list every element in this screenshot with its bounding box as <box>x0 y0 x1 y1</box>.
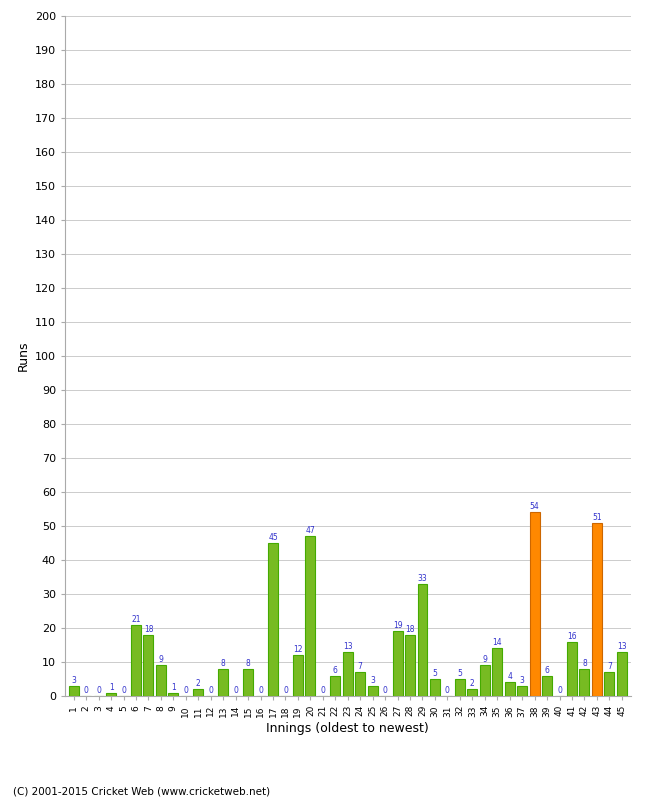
Text: 6: 6 <box>545 666 549 674</box>
Bar <box>144 635 153 696</box>
Bar <box>131 625 141 696</box>
Bar <box>218 669 228 696</box>
Text: 19: 19 <box>393 622 402 630</box>
Text: 21: 21 <box>131 614 141 623</box>
Text: 3: 3 <box>72 676 76 685</box>
Text: 6: 6 <box>333 666 338 674</box>
Text: 13: 13 <box>343 642 352 650</box>
Text: (C) 2001-2015 Cricket Web (www.cricketweb.net): (C) 2001-2015 Cricket Web (www.cricketwe… <box>13 786 270 796</box>
Bar <box>530 512 540 696</box>
Bar <box>193 689 203 696</box>
Bar <box>168 693 178 696</box>
Text: 1: 1 <box>109 682 114 691</box>
Bar <box>579 669 590 696</box>
Text: 0: 0 <box>258 686 263 695</box>
Bar <box>330 675 341 696</box>
Text: 0: 0 <box>383 686 387 695</box>
Text: 0: 0 <box>320 686 325 695</box>
Text: 1: 1 <box>171 682 176 691</box>
Text: 3: 3 <box>520 676 525 685</box>
Bar <box>405 635 415 696</box>
Bar <box>504 682 515 696</box>
Text: 0: 0 <box>84 686 88 695</box>
Bar <box>243 669 253 696</box>
Text: 13: 13 <box>617 642 627 650</box>
Text: 9: 9 <box>159 655 163 664</box>
Text: 5: 5 <box>458 669 462 678</box>
Bar <box>69 686 79 696</box>
Text: 12: 12 <box>293 645 303 654</box>
Text: 0: 0 <box>183 686 188 695</box>
Bar <box>156 666 166 696</box>
Y-axis label: Runs: Runs <box>16 341 29 371</box>
Text: 18: 18 <box>406 625 415 634</box>
Text: 0: 0 <box>557 686 562 695</box>
Bar <box>592 522 602 696</box>
Text: 33: 33 <box>417 574 427 582</box>
Text: 47: 47 <box>306 526 315 535</box>
Text: 14: 14 <box>493 638 502 647</box>
Text: 45: 45 <box>268 533 278 542</box>
Bar <box>492 648 502 696</box>
X-axis label: Innings (oldest to newest): Innings (oldest to newest) <box>266 722 429 735</box>
Text: 8: 8 <box>582 658 587 668</box>
Text: 0: 0 <box>208 686 213 695</box>
Bar <box>617 652 627 696</box>
Bar <box>467 689 477 696</box>
Bar <box>293 655 303 696</box>
Text: 3: 3 <box>370 676 375 685</box>
Text: 2: 2 <box>470 679 474 688</box>
Bar <box>604 672 614 696</box>
Bar <box>368 686 378 696</box>
Bar <box>455 679 465 696</box>
Bar <box>343 652 353 696</box>
Bar <box>106 693 116 696</box>
Bar <box>430 679 440 696</box>
Text: 16: 16 <box>567 631 577 641</box>
Bar <box>306 536 315 696</box>
Bar <box>268 543 278 696</box>
Bar <box>480 666 489 696</box>
Text: 9: 9 <box>482 655 488 664</box>
Text: 0: 0 <box>445 686 450 695</box>
Text: 18: 18 <box>144 625 153 634</box>
Bar <box>567 642 577 696</box>
Bar <box>417 584 428 696</box>
Text: 7: 7 <box>607 662 612 671</box>
Text: 2: 2 <box>196 679 201 688</box>
Bar <box>517 686 527 696</box>
Text: 4: 4 <box>507 672 512 682</box>
Bar <box>393 631 402 696</box>
Text: 0: 0 <box>233 686 238 695</box>
Text: 51: 51 <box>592 513 602 522</box>
Text: 8: 8 <box>221 658 226 668</box>
Text: 5: 5 <box>432 669 437 678</box>
Bar <box>542 675 552 696</box>
Text: 0: 0 <box>121 686 126 695</box>
Text: 0: 0 <box>283 686 288 695</box>
Text: 7: 7 <box>358 662 363 671</box>
Text: 0: 0 <box>96 686 101 695</box>
Text: 54: 54 <box>530 502 540 511</box>
Text: 8: 8 <box>246 658 250 668</box>
Bar <box>355 672 365 696</box>
